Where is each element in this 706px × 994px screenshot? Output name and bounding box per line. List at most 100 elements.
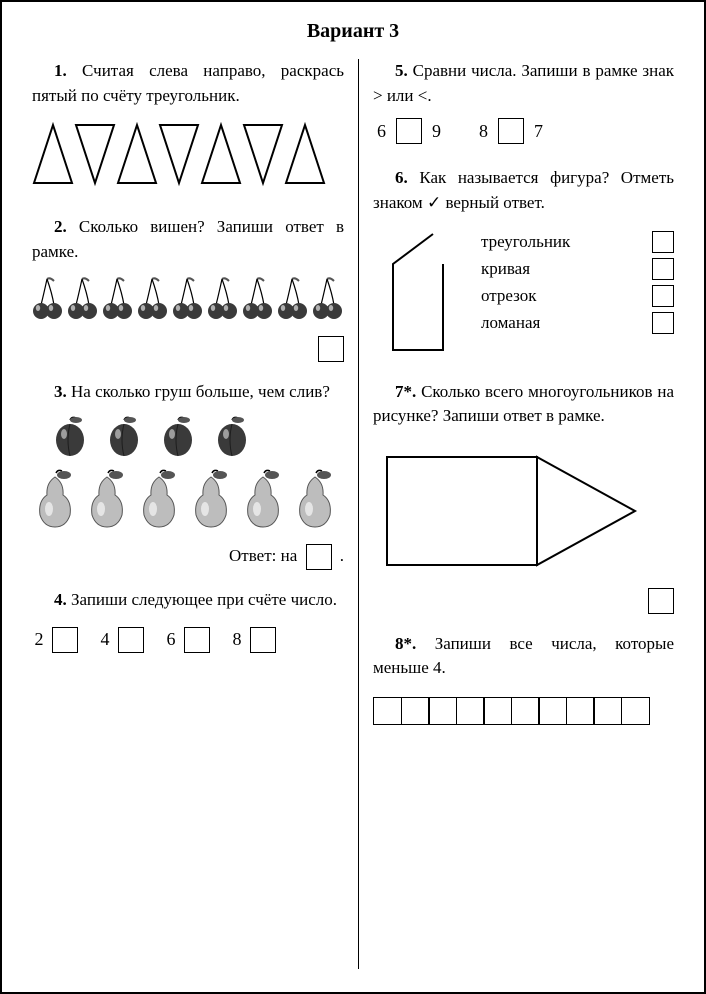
q1-text: 1. Считая слева направо, раскрась пятый … bbox=[32, 59, 344, 108]
q8-cell[interactable] bbox=[483, 697, 512, 725]
cherry bbox=[277, 275, 309, 330]
q3-text: 3. На сколько груш боль­ше, чем слив? bbox=[32, 380, 344, 405]
cherry bbox=[207, 275, 239, 330]
q8-cell[interactable] bbox=[428, 697, 457, 725]
cherry-icon bbox=[172, 275, 204, 325]
q6-option-label: треугольник bbox=[481, 232, 570, 252]
q8-body: Запиши все числа, ко­торые меньше 4. bbox=[373, 634, 674, 678]
q3-num: 3. bbox=[54, 382, 67, 401]
q8-cell[interactable] bbox=[538, 697, 567, 725]
q7-answer-box[interactable] bbox=[648, 588, 674, 614]
q8-num: 8*. bbox=[395, 634, 416, 653]
triangle-icon bbox=[118, 125, 156, 183]
q6-option-label: кривая bbox=[481, 259, 530, 279]
q5-text: 5. Сравни числа. Запиши в рамке знак > и… bbox=[373, 59, 674, 108]
q3-body: На сколько груш боль­ше, чем слив? bbox=[71, 382, 330, 401]
q5-num-right: 9 bbox=[432, 121, 441, 142]
cherry bbox=[137, 275, 169, 330]
triangle-icon bbox=[202, 125, 240, 183]
q8-boxes bbox=[373, 697, 674, 725]
q1-body: Считая слева направо, раскрась пятый по … bbox=[32, 61, 344, 105]
q7-figure-svg bbox=[373, 445, 653, 575]
q3-answer-box[interactable] bbox=[306, 544, 332, 570]
triangle-icon bbox=[286, 125, 324, 183]
q8-cell[interactable] bbox=[401, 697, 430, 725]
q4-answer-box[interactable] bbox=[118, 627, 144, 653]
pear-icon bbox=[84, 469, 130, 531]
q7-answer-row bbox=[373, 588, 674, 614]
q6-checkbox[interactable] bbox=[652, 312, 674, 334]
q7-num: 7*. bbox=[395, 382, 416, 401]
q1-triangles bbox=[32, 122, 344, 193]
plum-icon bbox=[104, 414, 144, 460]
pear bbox=[136, 469, 182, 536]
q4-answer-box[interactable] bbox=[52, 627, 78, 653]
q6-num: 6. bbox=[395, 168, 408, 187]
cherry-icon bbox=[312, 275, 344, 325]
q6-figure-svg bbox=[373, 226, 463, 356]
q4-answer-box[interactable] bbox=[184, 627, 210, 653]
pear-icon bbox=[292, 469, 338, 531]
q7-shape bbox=[373, 445, 674, 580]
plum bbox=[104, 414, 144, 465]
q2-body: Сколько вишен? Запи­ши ответ в рамке. bbox=[32, 217, 344, 261]
q6-option: отрезок bbox=[481, 285, 674, 307]
q8-cell[interactable] bbox=[621, 697, 650, 725]
cherry bbox=[242, 275, 274, 330]
q4-text: 4. Запиши следующее при счёте число. bbox=[32, 588, 344, 613]
q2-answer-box[interactable] bbox=[318, 336, 344, 362]
columns: 1. Считая слева направо, раскрась пятый … bbox=[24, 59, 682, 969]
q8-cell[interactable] bbox=[373, 697, 402, 725]
q5-num-left: 8 bbox=[479, 121, 488, 142]
q4-body: Запиши следующее при счёте число. bbox=[71, 590, 337, 609]
triangle-icon bbox=[34, 125, 72, 183]
q7-body: Сколько всего много­угольников на рисунк… bbox=[373, 382, 674, 426]
cherry-icon bbox=[207, 275, 239, 325]
q6-option: ломаная bbox=[481, 312, 674, 334]
q8-cell[interactable] bbox=[511, 697, 540, 725]
q6-body: треугольник кривая отрезок ломаная bbox=[373, 226, 674, 356]
worksheet-page: Вариант 3 1. Считая слева направо, раскр… bbox=[0, 0, 706, 994]
q4-number: 2 bbox=[32, 629, 46, 650]
q5-compare-box[interactable] bbox=[396, 118, 422, 144]
right-column: 5. Сравни числа. Запиши в рамке знак > и… bbox=[359, 59, 682, 969]
q6-checkbox[interactable] bbox=[652, 231, 674, 253]
q8-cell[interactable] bbox=[566, 697, 595, 725]
plum bbox=[158, 414, 198, 465]
q1-num: 1. bbox=[54, 61, 67, 80]
q4-answer-box[interactable] bbox=[250, 627, 276, 653]
q8-cell[interactable] bbox=[593, 697, 622, 725]
cherry bbox=[32, 275, 64, 330]
triangle-icon bbox=[76, 125, 114, 183]
cherry bbox=[312, 275, 344, 330]
cherry-icon bbox=[102, 275, 134, 325]
triangle-icon bbox=[244, 125, 282, 183]
check-icon: ✓ bbox=[427, 193, 441, 212]
q6-checkbox[interactable] bbox=[652, 258, 674, 280]
cherry-icon bbox=[32, 275, 64, 325]
plum bbox=[212, 414, 252, 465]
q5-num-left: 6 bbox=[377, 121, 386, 142]
triangle-icon bbox=[160, 125, 198, 183]
plum-icon bbox=[50, 414, 90, 460]
pear bbox=[240, 469, 286, 536]
q6-checkbox[interactable] bbox=[652, 285, 674, 307]
q3-answer-label: Ответ: на bbox=[229, 546, 297, 565]
pear bbox=[188, 469, 234, 536]
cherry-icon bbox=[242, 275, 274, 325]
pear-icon bbox=[136, 469, 182, 531]
cherry-icon bbox=[277, 275, 309, 325]
q8-cell[interactable] bbox=[456, 697, 485, 725]
cherry-icon bbox=[67, 275, 99, 325]
page-title: Вариант 3 bbox=[24, 20, 682, 43]
plum-icon bbox=[212, 414, 252, 460]
cherry-icon bbox=[137, 275, 169, 325]
pear-icon bbox=[240, 469, 286, 531]
q3-answer-row: Ответ: на . bbox=[32, 544, 344, 570]
q6-option-label: ломаная bbox=[481, 313, 540, 333]
q2-cherries bbox=[32, 275, 344, 330]
q6-option-label: отрезок bbox=[481, 286, 537, 306]
q5-compare-box[interactable] bbox=[498, 118, 524, 144]
q6-options: треугольник кривая отрезок ломаная bbox=[481, 226, 674, 356]
cherry bbox=[102, 275, 134, 330]
